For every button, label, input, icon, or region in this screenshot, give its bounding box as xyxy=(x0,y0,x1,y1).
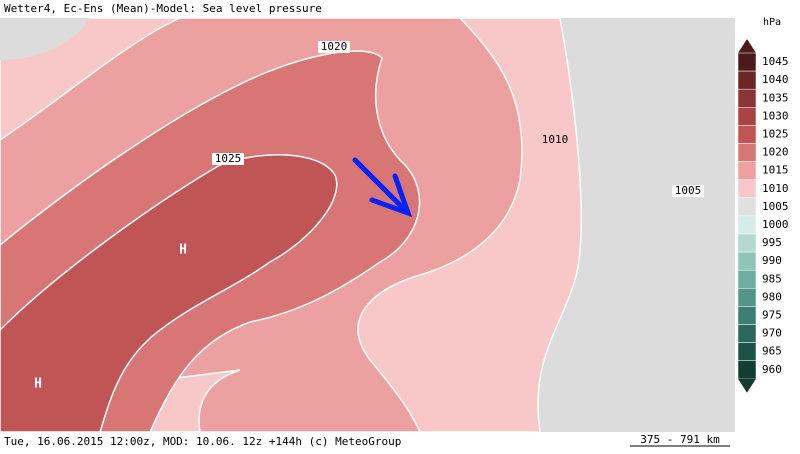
legend-label: 1025 xyxy=(762,127,789,140)
legend-label: 1030 xyxy=(762,109,789,122)
isobar-label: 1020 xyxy=(321,40,348,53)
legend-label: 960 xyxy=(762,363,782,376)
legend-swatch xyxy=(737,306,757,325)
isobar-label: 1025 xyxy=(215,152,242,165)
legend-label: 1035 xyxy=(762,91,789,104)
legend-swatch xyxy=(737,161,757,180)
legend-swatch xyxy=(737,288,757,307)
legend-label: 1015 xyxy=(762,164,789,177)
legend-swatch xyxy=(737,125,757,144)
scale-label: 375 - 791 km xyxy=(640,433,720,446)
legend-swatch xyxy=(737,197,757,217)
field-1025 xyxy=(0,154,338,433)
legend-swatch xyxy=(737,179,757,199)
high-marker: H xyxy=(179,243,187,258)
legend-swatch xyxy=(737,251,757,271)
legend-cap xyxy=(738,39,756,53)
legend-swatch xyxy=(737,143,757,162)
field-1005 xyxy=(0,18,90,60)
high-marker: H xyxy=(34,377,42,392)
legend-label: 980 xyxy=(762,290,782,303)
legend-swatch xyxy=(737,70,757,90)
map: 1020 1025 1005 1010 H H xyxy=(0,17,735,433)
legend-swatch xyxy=(737,215,757,235)
legend-label: 1005 xyxy=(762,200,789,213)
legend-label: 995 xyxy=(762,236,782,249)
legend-label: 990 xyxy=(762,254,782,267)
footer-info: Tue, 16.06.2015 12:00z, MOD: 10.06. 12z … xyxy=(4,435,401,448)
title: Wetter4, Ec-Ens (Mean)-Model: Sea level … xyxy=(4,2,322,15)
legend-swatch xyxy=(737,342,757,361)
legend-label: 1020 xyxy=(762,146,789,159)
legend-swatch xyxy=(737,324,757,343)
legend-label: 1045 xyxy=(762,55,789,68)
legend-cap xyxy=(738,378,756,393)
legend-swatch xyxy=(737,269,757,289)
isobar-label: 1005 xyxy=(675,184,702,197)
legend-unit: hPa xyxy=(763,17,781,28)
legend-label: 1000 xyxy=(762,218,789,231)
legend-swatch xyxy=(737,360,757,380)
legend-swatch xyxy=(737,88,757,108)
legend-swatch xyxy=(737,233,757,253)
legend-label: 965 xyxy=(762,345,782,358)
isobar-label: 1010 xyxy=(542,133,569,146)
legend-label: 975 xyxy=(762,308,782,321)
legend: hPa 1045 1040 1035 1030 1025 1020 1015 1010 1005… xyxy=(737,17,789,393)
legend-label: 985 xyxy=(762,272,782,285)
legend-label: 1010 xyxy=(762,182,789,195)
legend-label: 970 xyxy=(762,327,782,340)
legend-swatch xyxy=(737,107,757,126)
isobar-label-boxes xyxy=(212,41,704,197)
legend-swatch xyxy=(737,52,757,72)
arrow xyxy=(352,157,413,218)
legend-label: 1040 xyxy=(762,73,789,86)
